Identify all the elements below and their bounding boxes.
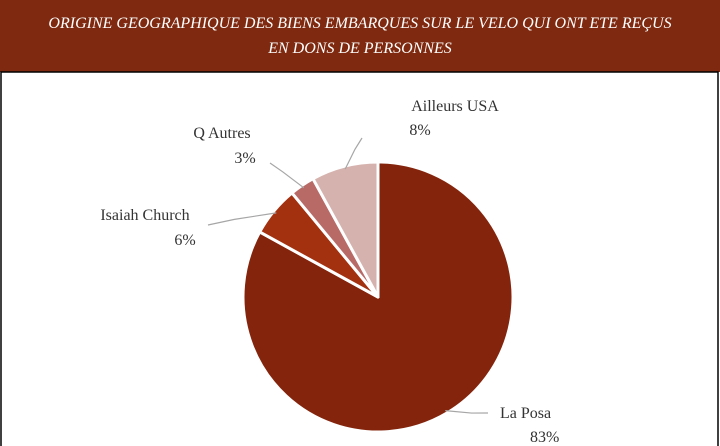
leader-line [445, 410, 489, 414]
frame [0, 71, 719, 446]
slice-label: Ailleurs USA [411, 98, 499, 115]
chart-title: ORIGINE GEOGRAPHIQUE DES BIENS EMBARQUES… [48, 15, 672, 57]
value-label: 6% [174, 232, 195, 249]
pie-slice [311, 160, 380, 299]
value-label: 83% [530, 429, 559, 446]
slice-label: Q Autres [193, 125, 250, 142]
leader-line [269, 162, 305, 189]
slice-label: Isaiah Church [100, 207, 189, 224]
value-label: 3% [234, 150, 255, 167]
title-banner: ORIGINE GEOGRAPHIQUE DES BIENS EMBARQUES… [0, 0, 720, 72]
leader-line [344, 137, 363, 170]
leader-line [207, 212, 277, 226]
value-label: 8% [409, 122, 430, 139]
slice-label: La Posa [500, 405, 551, 422]
